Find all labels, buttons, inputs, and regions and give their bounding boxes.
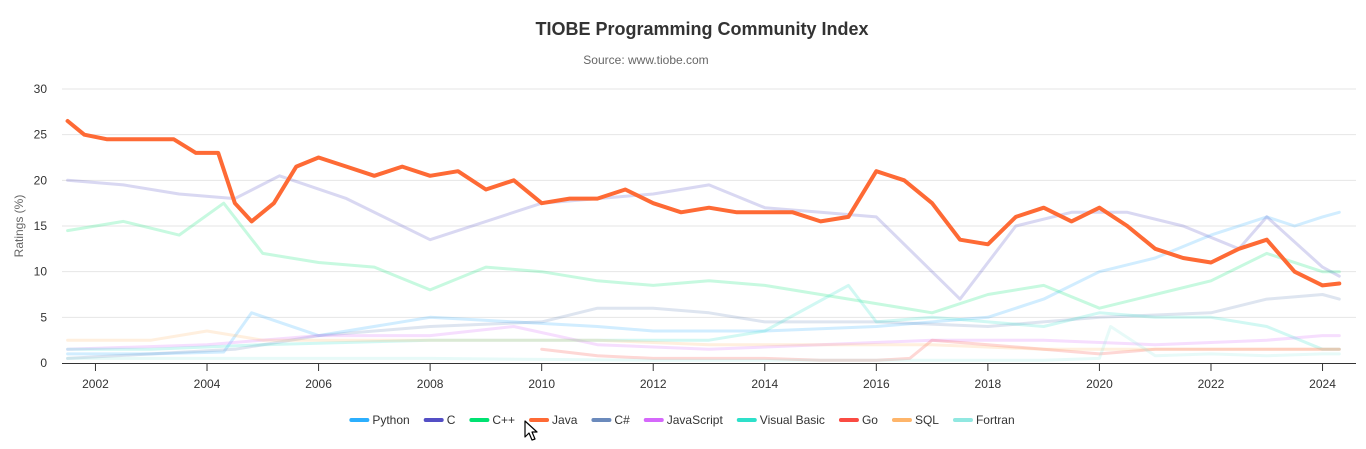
x-tick-label: 2014 (751, 377, 778, 391)
y-tick-label: 15 (34, 219, 48, 233)
y-tick-label: 0 (40, 356, 47, 370)
legend-label: Visual Basic (760, 413, 825, 427)
chart-subtitle: Source: www.tiobe.com (583, 53, 708, 67)
legend-item-sql[interactable]: SQL (891, 413, 939, 427)
legend-item-python[interactable]: Python (349, 413, 410, 427)
mouse-cursor-icon (524, 420, 538, 441)
series-line-c-[interactable] (66, 293, 1341, 360)
legend-label: JavaScript (667, 413, 724, 427)
series-line-javascript[interactable] (66, 325, 1341, 351)
series-line-python[interactable] (66, 210, 1341, 356)
y-tick-label: 20 (34, 173, 48, 187)
y-tick-label: 30 (34, 82, 48, 96)
legend-label: SQL (915, 413, 939, 427)
chart-title: TIOBE Programming Community Index (535, 19, 868, 39)
legend-label: Fortran (976, 413, 1015, 427)
legend: Python C C++ Java C# JavaScript Visual Basic Go… (349, 413, 1015, 427)
y-tick-label: 10 (34, 265, 48, 279)
legend-item-visual-basic[interactable]: Visual Basic (736, 413, 825, 427)
legend-item-javascript[interactable]: JavaScript (643, 413, 724, 427)
legend-item-c-[interactable]: C++ (469, 413, 515, 427)
gridlines (62, 88, 1356, 318)
legend-label: Go (862, 413, 878, 427)
legend-item-go[interactable]: Go (838, 413, 878, 427)
series-line-sql[interactable] (66, 329, 1341, 351)
x-tick-label: 2018 (975, 377, 1002, 391)
legend-label: Python (372, 413, 409, 427)
y-tick-label: 25 (34, 128, 48, 142)
x-tick-label: 2004 (194, 377, 221, 391)
x-tick-label: 2024 (1309, 377, 1336, 391)
legend-label: Java (552, 413, 578, 427)
x-tick-label: 2022 (1198, 377, 1225, 391)
x-tick-label: 2010 (528, 377, 555, 391)
series-lines (65, 119, 1342, 362)
series-line-java[interactable] (65, 119, 1342, 288)
series-line-visual-basic[interactable] (66, 283, 1341, 351)
x-tick-label: 2020 (1086, 377, 1113, 391)
y-axis-title: Ratings (%) (12, 195, 26, 258)
legend-label: C# (614, 413, 630, 427)
legend-label: C (447, 413, 456, 427)
x-axis: 2002 2004 2006 2008 2010 2012 2014 2016 2018 2020… (62, 363, 1356, 391)
series-line-fortran[interactable] (66, 325, 1341, 362)
y-tick-label: 5 (40, 310, 47, 324)
series-line-c-[interactable] (66, 201, 1341, 315)
x-tick-label: 2002 (82, 377, 109, 391)
series-line-go[interactable] (540, 338, 1341, 362)
x-tick-label: 2012 (640, 377, 667, 391)
series-line-c[interactable] (66, 174, 1341, 301)
x-tick-label: 2016 (863, 377, 890, 391)
legend-item-c-[interactable]: C# (591, 413, 630, 427)
legend-item-java[interactable]: Java (529, 413, 578, 427)
x-tick-label: 2008 (417, 377, 444, 391)
legend-item-c[interactable]: C (423, 413, 456, 427)
x-tick-label: 2006 (305, 377, 332, 391)
legend-label: C++ (492, 413, 515, 427)
y-axis-ticks: 0 5 10 15 20 25 30 (34, 82, 48, 370)
legend-item-fortran[interactable]: Fortran (952, 413, 1015, 427)
